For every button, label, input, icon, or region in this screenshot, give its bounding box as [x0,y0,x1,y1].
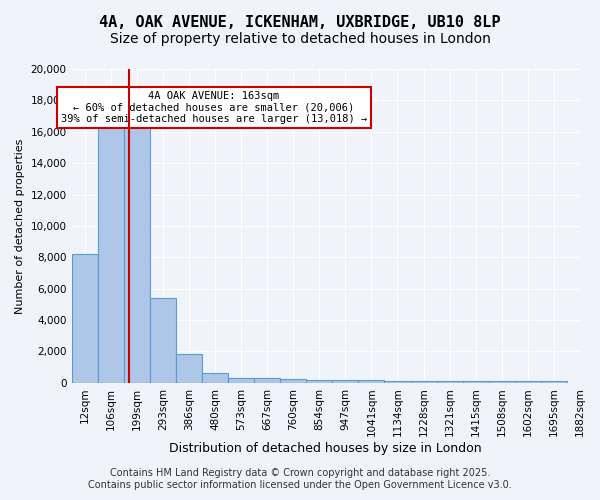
Bar [541,382,567,383]
Bar [228,378,254,383]
Bar [254,378,280,383]
Bar [489,382,515,383]
Bar [202,374,228,383]
Bar [176,354,202,383]
Bar [71,254,98,383]
Bar [358,380,385,383]
X-axis label: Distribution of detached houses by size in London: Distribution of detached houses by size … [169,442,482,455]
Text: 4A OAK AVENUE: 163sqm
← 60% of detached houses are smaller (20,006)
39% of semi-: 4A OAK AVENUE: 163sqm ← 60% of detached … [61,91,367,124]
Bar [332,380,358,383]
Bar [437,381,463,383]
Bar [306,380,332,383]
Y-axis label: Number of detached properties: Number of detached properties [15,138,25,314]
Text: 4A, OAK AVENUE, ICKENHAM, UXBRIDGE, UB10 8LP: 4A, OAK AVENUE, ICKENHAM, UXBRIDGE, UB10… [99,15,501,30]
Bar [410,381,437,383]
Bar [280,379,306,383]
Bar [515,382,541,383]
Bar [463,382,489,383]
Text: Contains HM Land Registry data © Crown copyright and database right 2025.
Contai: Contains HM Land Registry data © Crown c… [88,468,512,490]
Bar [150,298,176,383]
Bar [124,121,150,383]
Bar [98,121,124,383]
Bar [385,381,410,383]
Text: Size of property relative to detached houses in London: Size of property relative to detached ho… [110,32,490,46]
